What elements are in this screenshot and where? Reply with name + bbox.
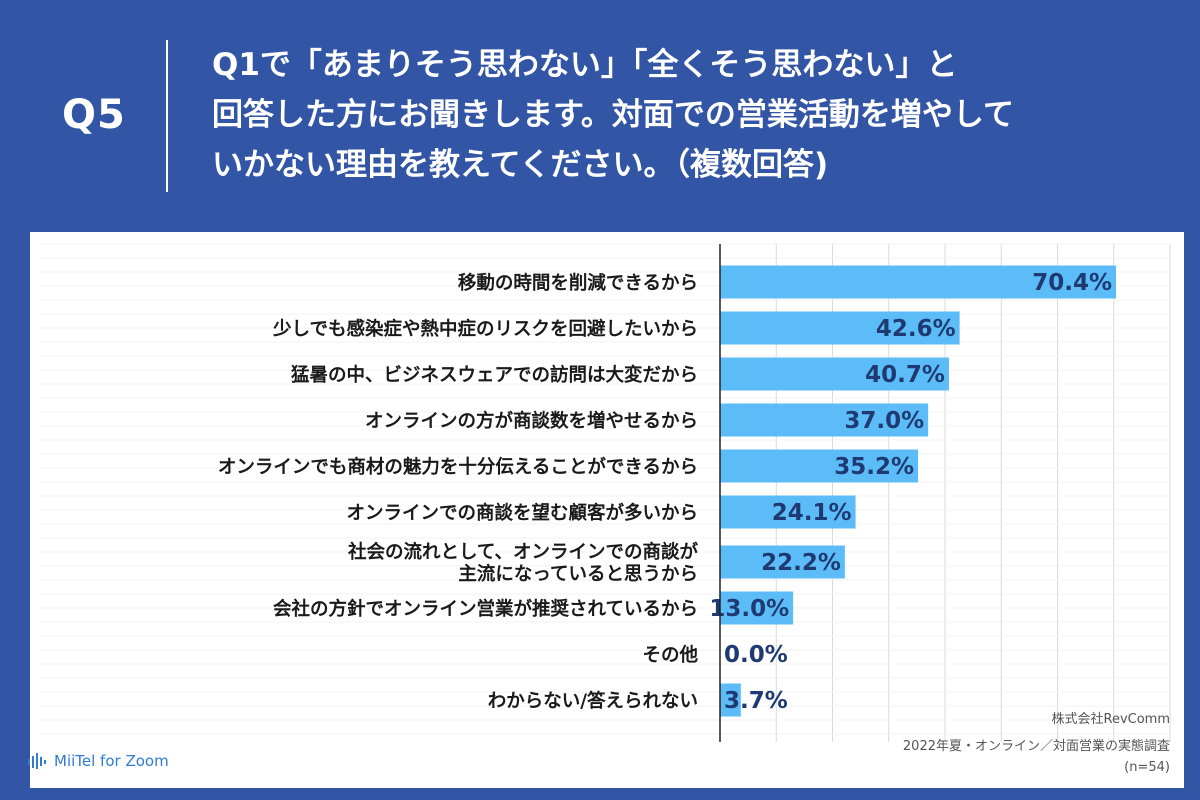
bar [720, 265, 1116, 299]
bar [720, 311, 960, 345]
data-label: 42.6% [876, 316, 956, 342]
question-line-3: いかない理由を教えてください。（複数回答) [212, 147, 829, 183]
footer-sample: (n=54) [1124, 760, 1170, 775]
chart-card: 70.4% 移動の時間を削減できるから 42.6% 少しでも感染症や熱中症のリスクを回… [30, 232, 1184, 788]
category-label: その他 [642, 644, 698, 666]
bar [720, 545, 845, 579]
data-label: 0.0% [724, 642, 788, 668]
question-line-2: 回答した方にお聞きします。対面での営業活動を増やして [212, 97, 1014, 133]
category-label: わからない/答えられない [488, 690, 698, 712]
question-line-1: Q1で「あまりそう思わない」「全くそう思わない」と [212, 47, 958, 83]
category-label: 猛暑の中、ビジネスウェアでの訪問は大変だから [290, 364, 698, 386]
data-label: 70.4% [1032, 270, 1112, 296]
miitel-logo: MiiTel for Zoom [28, 752, 169, 770]
bar [720, 495, 856, 529]
category-label: 主流になっていると思うから [458, 563, 698, 585]
question-number: Q5 [62, 92, 126, 138]
header-divider [166, 40, 168, 192]
category-label: 移動の時間を削減できるから [458, 272, 698, 294]
question-header: Q5 Q1で「あまりそう思わない」「全くそう思わない」と 回答した方にお聞きしま… [0, 0, 1200, 230]
bar [720, 449, 918, 483]
logo-text: MiiTel for Zoom [54, 752, 169, 770]
category-label: 社会の流れとして、オンラインでの商談が [347, 541, 699, 563]
bar [720, 403, 929, 437]
data-label: 35.2% [834, 454, 914, 480]
data-label: 3.7% [724, 688, 788, 714]
audio-wave-icon [28, 753, 46, 769]
category-label: 少しでも感染症や熱中症のリスクを回避したいから [272, 318, 698, 340]
bar [720, 357, 949, 391]
data-label: 13.0% [709, 596, 789, 622]
bar [720, 591, 794, 625]
data-label: 22.2% [761, 550, 841, 576]
data-label: 24.1% [772, 500, 852, 526]
footer-survey: 2022年夏・オンライン／対面営業の実態調査 [902, 739, 1170, 754]
category-label: オンラインでの商談を望む顧客が多いから [346, 502, 698, 524]
data-label: 37.0% [844, 408, 924, 434]
footer-company: 株式会社RevComm [1051, 712, 1171, 727]
data-label: 40.7% [865, 362, 945, 388]
bar-chart: 70.4% 移動の時間を削減できるから 42.6% 少しでも感染症や熱中症のリスクを回… [40, 243, 1171, 742]
category-label: オンラインでも商材の魅力を十分伝えることができるから [218, 456, 698, 478]
category-label: オンラインの方が商談数を増やせるから [365, 410, 698, 432]
bar [720, 683, 741, 717]
category-label: 会社の方針でオンライン営業が推奨されているから [273, 598, 698, 620]
question-text: Q1で「あまりそう思わない」「全くそう思わない」と 回答した方にお聞きします。対… [212, 40, 1172, 190]
